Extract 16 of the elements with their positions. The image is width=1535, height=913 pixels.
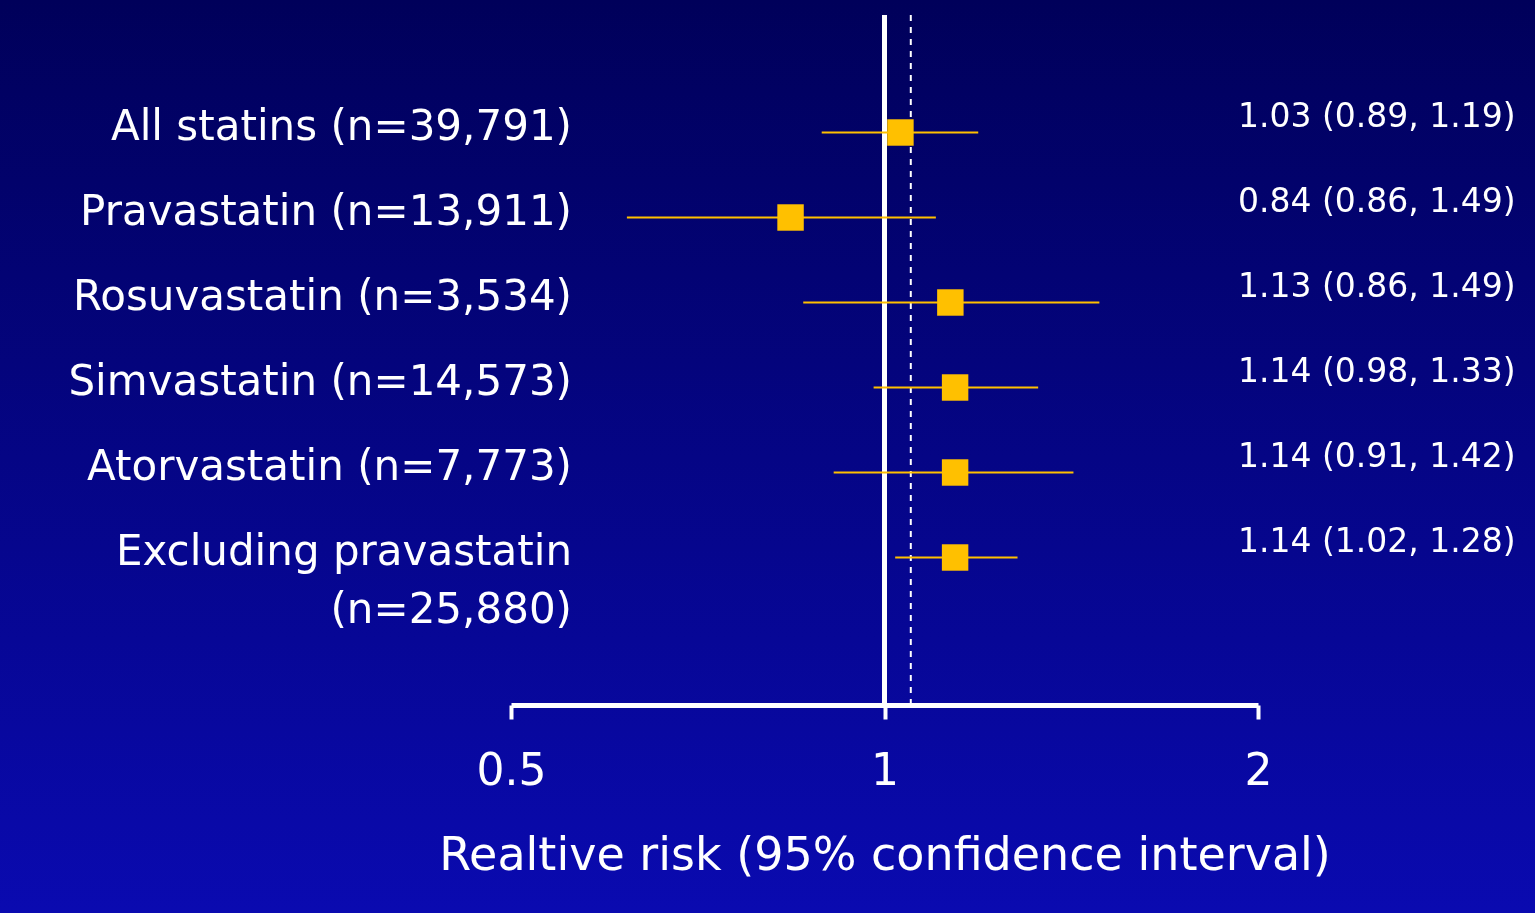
y-tick-label: Pravastatin (n=13,911) (80, 185, 572, 235)
data-label: 1.13 (0.86, 1.49) (1238, 265, 1516, 305)
data-label: 1.14 (0.98, 1.33) (1238, 350, 1516, 390)
x-tick-label: 1 (871, 743, 899, 795)
data-label: 1.03 (0.89, 1.19) (1238, 95, 1516, 135)
y-tick-label: Rosuvastatin (n=3,534) (72, 270, 572, 320)
x-axis-title: Realtive risk (95% confidence interval) (439, 826, 1331, 881)
x-tick-label: 2 (1244, 743, 1273, 795)
data-label: 0.84 (0.86, 1.49) (1238, 180, 1516, 220)
y-tick-label: Simvastatin (n=14,573) (68, 355, 572, 405)
x-tick-label: 0.5 (476, 743, 547, 795)
y-tick-label: Atorvastatin (n=7,773) (86, 440, 572, 490)
data-label: 1.14 (0.91, 1.42) (1238, 435, 1516, 475)
y-tick-label: Excluding pravastatin (n=25,880) (115, 525, 572, 633)
data-label: 1.14 (1.02, 1.28) (1238, 520, 1516, 560)
y-tick-label: All statins (n=39,791) (110, 100, 572, 150)
